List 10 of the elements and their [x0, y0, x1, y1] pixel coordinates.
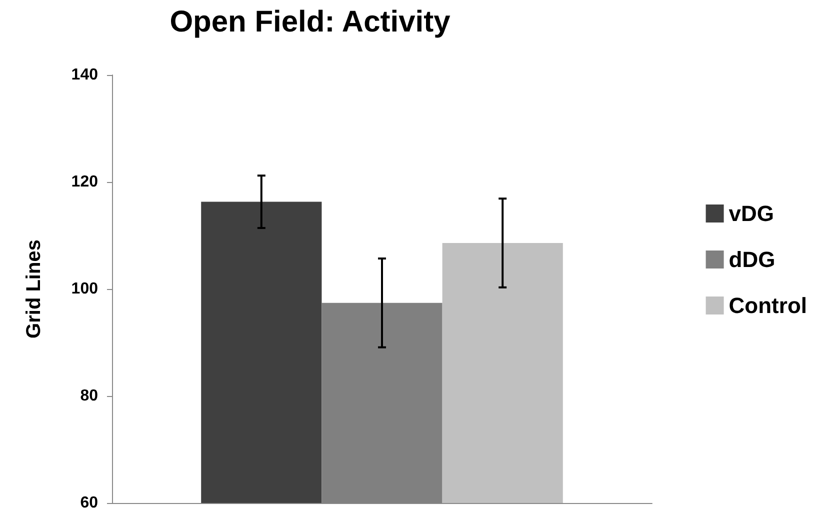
y-tick-label: 120: [71, 174, 98, 190]
y-tick-label: 140: [71, 66, 98, 84]
legend-label: Control: [728, 293, 807, 318]
y-tick-label: 80: [80, 388, 98, 404]
chart-title: Open Field: Activity: [170, 6, 451, 38]
y-tick-label: 60: [80, 494, 98, 512]
y-axis-title: Grid Lines: [23, 240, 45, 338]
legend-label: dDG: [728, 247, 776, 272]
legend-label: vDG: [728, 201, 774, 226]
y-tick-label: 100: [71, 280, 98, 298]
